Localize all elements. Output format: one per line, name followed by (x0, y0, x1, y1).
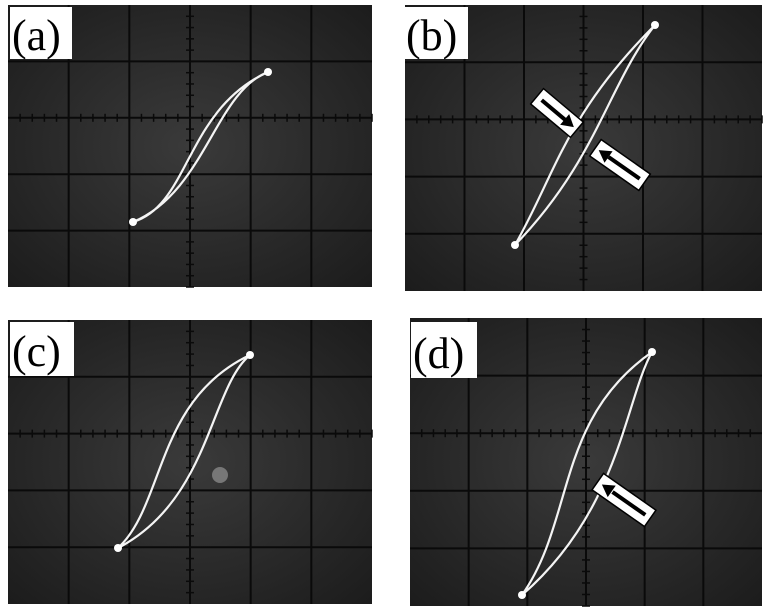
panel-label: (a) (12, 11, 61, 60)
panel-label: (c) (12, 327, 61, 376)
spot (129, 218, 137, 226)
panel-label: (b) (406, 11, 457, 60)
spot (518, 591, 526, 599)
spot (246, 351, 254, 359)
spot (648, 348, 656, 356)
spot (511, 241, 519, 249)
blemish (212, 467, 228, 483)
spot (264, 68, 272, 76)
figure: (a) (b) (c) (d) (0, 0, 765, 607)
spot (651, 21, 659, 29)
panel-label: (d) (413, 329, 464, 378)
spot (114, 544, 122, 552)
